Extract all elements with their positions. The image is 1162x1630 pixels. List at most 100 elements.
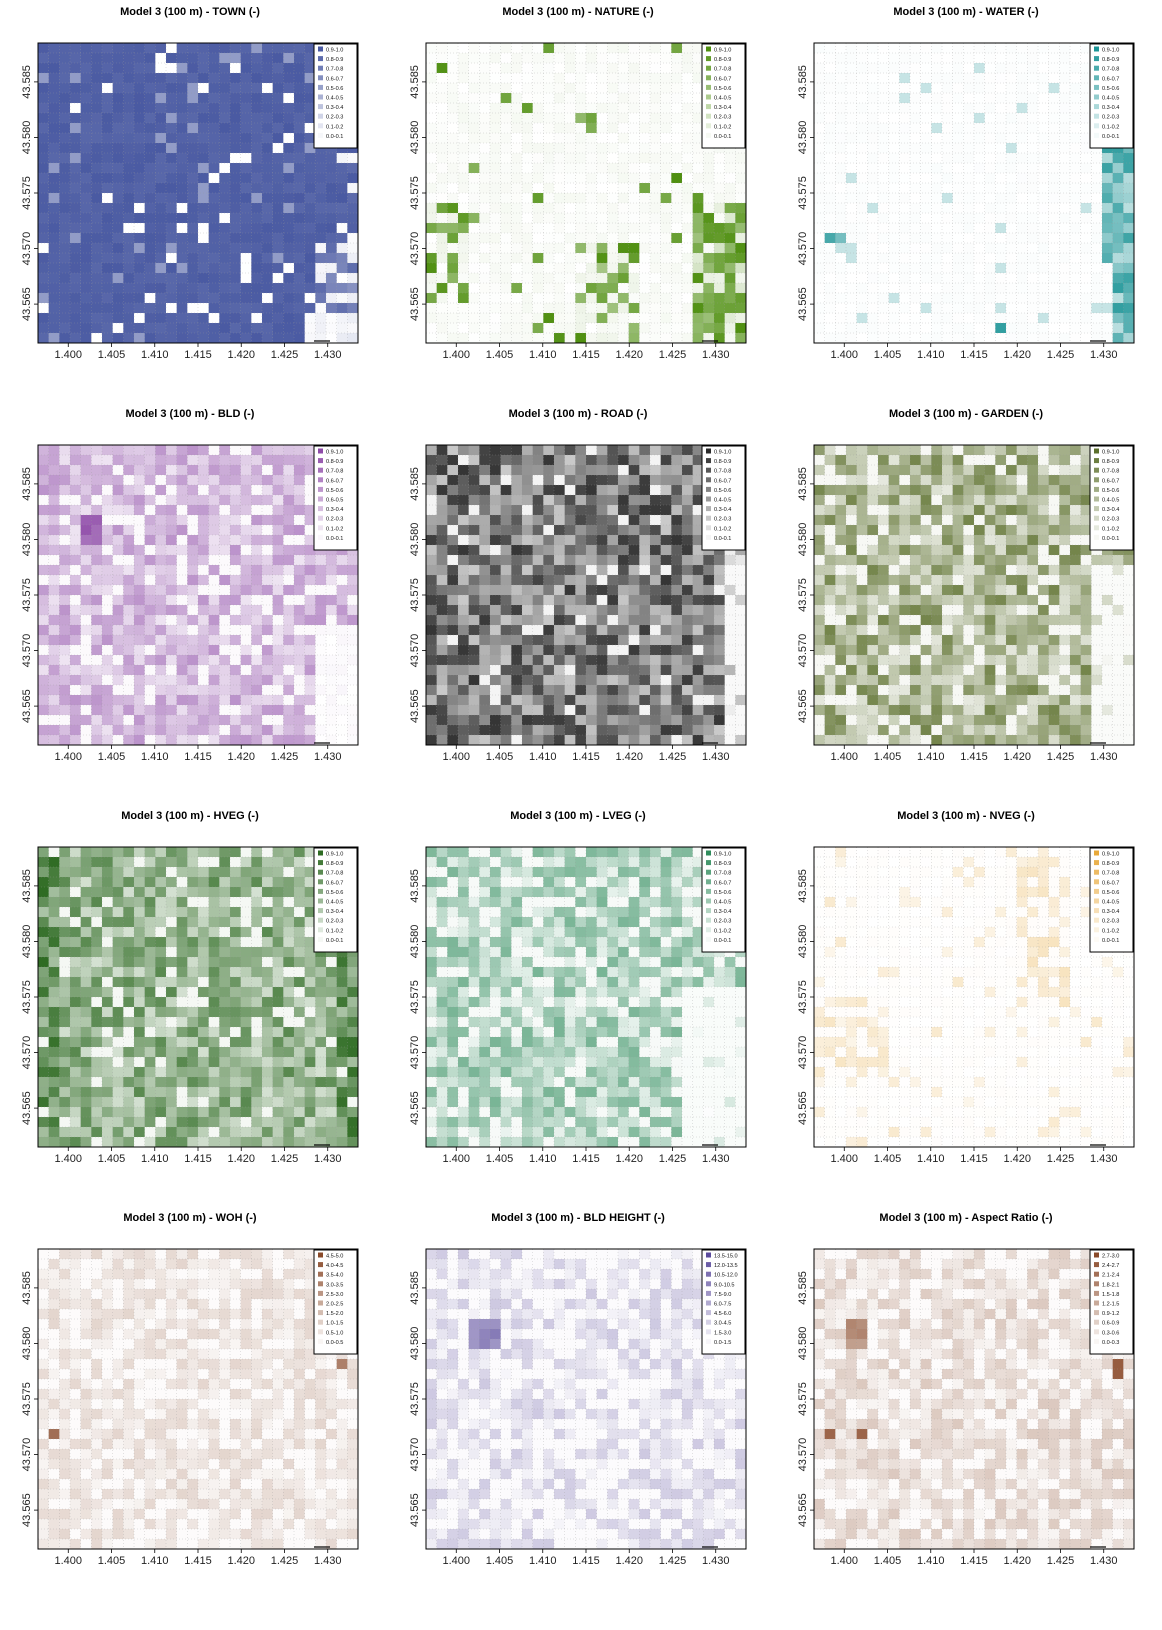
heatmap-cell [166,465,177,476]
heatmap-cell [532,73,544,84]
heatmap-cell [283,455,295,466]
heatmap-cell [878,63,889,74]
heatmap-cell [500,585,512,596]
heatmap-cell [347,555,359,566]
heatmap-cell [1070,203,1081,214]
heatmap-cell [607,163,619,174]
heatmap-cell [144,445,156,456]
heatmap-cell [123,725,135,736]
heatmap-cell [80,615,92,626]
heatmap-cell [692,495,704,506]
heatmap-cell [102,685,113,696]
heatmap-cell [447,153,459,164]
heatmap-cell [1006,213,1017,224]
map-panel: Model 3 (100 m) - TOWN (-) 1.400 1.405 1.41… [10,0,390,400]
heatmap-cell [564,273,576,284]
heatmap-cell [1006,303,1017,314]
heatmap-cell [1048,333,1060,344]
panel-title: Model 3 (100 m) - NATURE (-) [502,6,654,18]
heatmap-cell [134,203,145,214]
heatmap-cell [564,303,576,314]
heatmap-cell [1006,53,1017,64]
heatmap-cell [1048,73,1060,84]
heatmap-cell [48,725,60,736]
heatmap-cell [564,143,576,154]
heatmap-cell [1112,313,1124,324]
heatmap-cell [283,293,295,304]
heatmap-cell [134,595,145,606]
heatmap-cell [1102,163,1113,174]
heatmap-cell [564,243,576,254]
map-chart: 1.400 1.405 1.410 1.415 1.420 1.425 1.43043.56… [797,42,1135,361]
heatmap-cell [522,183,533,194]
heatmap-cell [479,465,491,476]
heatmap-cell [867,153,879,164]
heatmap-cell [1091,333,1103,344]
heatmap-cell [48,223,60,234]
heatmap-cell [230,675,241,686]
heatmap-cell [187,735,199,746]
heatmap-cell [112,53,124,64]
heatmap-cell [554,273,565,284]
heatmap-cell [856,103,868,114]
heatmap-cell [835,273,847,284]
heatmap-cell [984,123,996,134]
heatmap-cell [347,715,359,726]
heatmap-cell [304,475,316,486]
heatmap-cell [1080,193,1092,204]
heatmap-cell [426,545,437,556]
heatmap-cell [1080,213,1092,224]
heatmap-cell [283,535,295,546]
heatmap-cell [326,183,337,194]
heatmap-cell [70,455,81,466]
heatmap-cell [102,665,113,676]
heatmap-cell [187,143,199,154]
heatmap-cell [974,333,985,344]
heatmap-cell [479,655,491,666]
heatmap-cell [251,475,263,486]
heatmap-cell [1059,333,1071,344]
heatmap-cell [479,535,491,546]
heatmap-cell [155,655,167,666]
heatmap-cell [91,123,103,134]
heatmap-cell [1059,83,1071,94]
heatmap-cell [38,153,49,164]
heatmap-cell [500,93,512,104]
heatmap-cell [176,73,188,84]
heatmap-cell [59,555,71,566]
heatmap-cell [208,253,220,264]
heatmap-cell [564,525,576,536]
heatmap-cell [735,333,747,344]
heatmap-cell [835,53,847,64]
heatmap-cell [283,83,295,94]
heatmap-cell [735,283,747,294]
heatmap-cell [240,73,252,84]
heatmap-cell [899,333,911,344]
heatmap-cell [91,173,103,184]
heatmap-cell [144,725,156,736]
heatmap-cell [984,283,996,294]
heatmap-cell [511,545,523,556]
heatmap-cell [575,515,587,526]
heatmap-cell [532,705,544,716]
heatmap-cell [671,223,683,234]
heatmap-cell [59,143,71,154]
heatmap-cell [38,625,49,636]
heatmap-cell [102,675,113,686]
heatmap-cell [607,575,619,586]
heatmap-cell [187,525,199,536]
heatmap-cell [112,173,124,184]
heatmap-cell [48,103,60,114]
heatmap-cell [38,293,49,304]
heatmap-cell [187,585,199,596]
heatmap-cell [703,565,715,576]
heatmap-cell [974,143,985,154]
heatmap-cell [436,283,448,294]
heatmap-cell [682,515,693,526]
heatmap-cell [208,735,220,746]
heatmap-cell [1027,283,1039,294]
heatmap-cell [240,233,252,244]
heatmap-cell [59,63,71,74]
heatmap-cell [682,485,693,496]
heatmap-cell [639,323,651,334]
